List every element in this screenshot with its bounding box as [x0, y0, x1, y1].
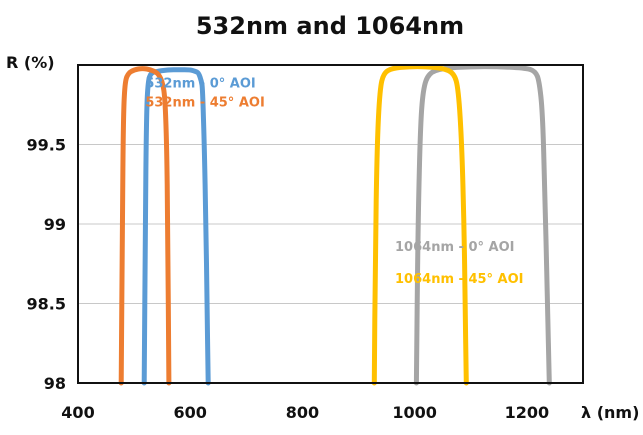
legend-label: 1064nm - 45° AOI: [395, 272, 524, 287]
chart-title: 532nm and 1064nm: [196, 12, 464, 40]
legend-label: 532nm - 45° AOI: [145, 95, 264, 110]
plot-frame: [77, 64, 584, 384]
y-tick-label: 98: [44, 374, 66, 393]
y-tick-label: 99.5: [27, 136, 66, 155]
x-tick-label: 400: [61, 403, 94, 422]
series-line-1: [118, 66, 172, 386]
series-line-2: [413, 64, 552, 386]
y-tick-label: 99: [44, 215, 66, 234]
x-axis-label: λ (nm): [581, 403, 639, 422]
y-tick-label: 98.5: [27, 295, 66, 314]
x-tick-label: 1000: [392, 403, 437, 422]
series-lines: [118, 64, 552, 386]
y-tick-labels: 98 98.5 99 99.5: [27, 136, 66, 394]
x-tick-label: 600: [174, 403, 207, 422]
legend-label: 532nm - 0° AOI: [145, 76, 255, 91]
y-axis-label: R (%): [6, 53, 55, 72]
grid-lines: [78, 144, 583, 304]
x-tick-labels: 400 600 800 1000 1200: [61, 403, 549, 422]
x-tick-label: 1200: [505, 403, 550, 422]
legend: 532nm - 0° AOI 532nm - 45° AOI 1064nm - 0°…: [145, 76, 523, 287]
series-line-0: [141, 67, 211, 386]
series-line-3: [371, 64, 469, 386]
legend-label: 1064nm - 0° AOI: [395, 240, 514, 255]
x-tick-label: 800: [286, 403, 319, 422]
